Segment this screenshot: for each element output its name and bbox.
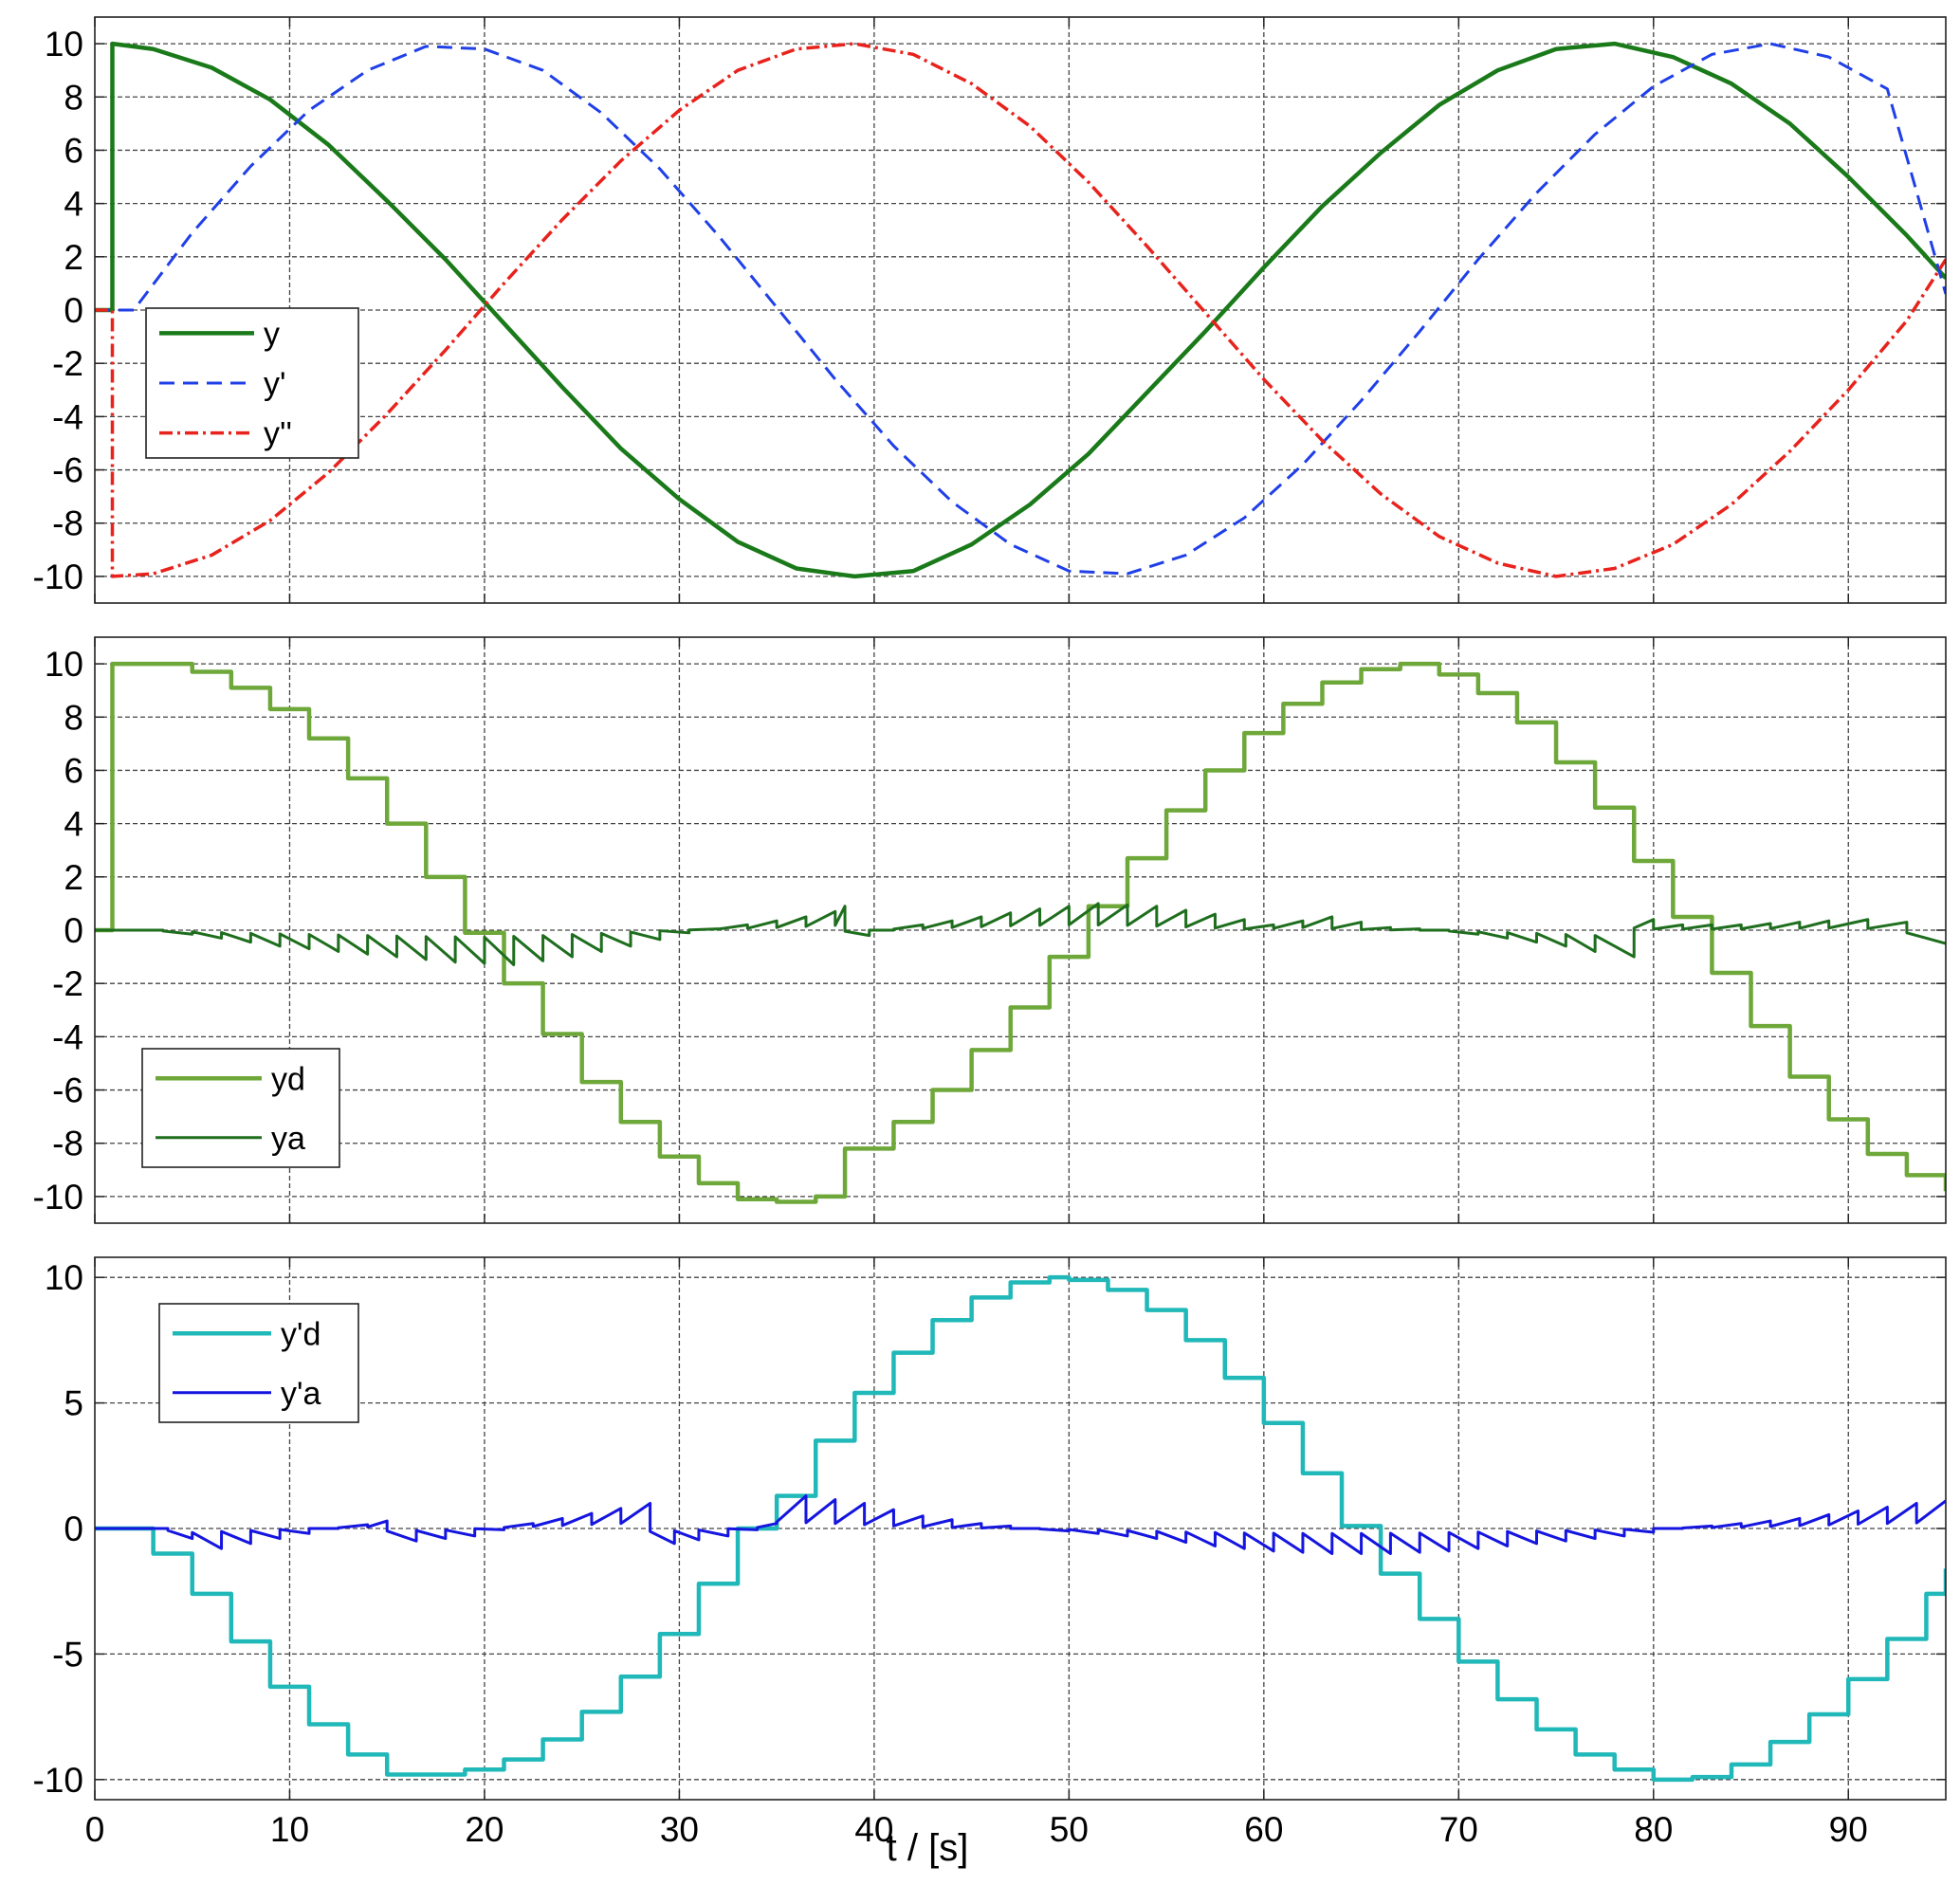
x-tick-label: 60 bbox=[1244, 1810, 1283, 1849]
x-tick-label: 90 bbox=[1829, 1810, 1868, 1849]
grid-lines bbox=[95, 17, 1946, 603]
y-tick-label: -2 bbox=[52, 344, 83, 383]
legend-label: y'd bbox=[281, 1316, 321, 1352]
y-tick-label: 4 bbox=[64, 185, 83, 224]
legend-label: yd bbox=[271, 1061, 305, 1097]
y-tick-label: 10 bbox=[45, 1258, 83, 1297]
series-group bbox=[95, 41, 1946, 579]
legend-box bbox=[141, 1048, 340, 1168]
x-tick-label: 40 bbox=[854, 1810, 893, 1849]
series-line-ypp bbox=[95, 42, 1946, 578]
y-tick-label: 10 bbox=[45, 25, 83, 64]
y-tick-label: 10 bbox=[45, 645, 83, 684]
x-axis-label: t / [s] bbox=[887, 1827, 969, 1869]
legend-label: y bbox=[264, 316, 280, 352]
legend: yd ya bbox=[141, 1048, 340, 1168]
y-tick-label: -10 bbox=[33, 1178, 83, 1217]
y-tick-label: 8 bbox=[64, 78, 83, 117]
panel-top: 10 8 6 4 2 0 -2 -4 -6 -8 -10 y y' y'' bbox=[33, 16, 1947, 604]
y-tick-label: 2 bbox=[64, 858, 83, 897]
y-tick-label: -8 bbox=[52, 1125, 83, 1163]
y-tick-label: 0 bbox=[64, 1510, 83, 1548]
x-tick-label: 0 bbox=[85, 1810, 105, 1849]
x-tick-label: 30 bbox=[660, 1810, 699, 1849]
y-tick-label: 6 bbox=[64, 751, 83, 790]
y-tick-label: -4 bbox=[52, 397, 83, 436]
plot-frame bbox=[94, 16, 1947, 604]
y-tick-label: -10 bbox=[33, 1761, 83, 1800]
y-tick-label: -2 bbox=[52, 964, 83, 1003]
legend-label: y'a bbox=[281, 1376, 321, 1412]
series-line-ypd bbox=[95, 1274, 1946, 1783]
series-group bbox=[95, 1274, 1946, 1783]
y-tick-label: -6 bbox=[52, 1071, 83, 1110]
x-tick-label: 10 bbox=[270, 1810, 309, 1849]
legend-label: y' bbox=[264, 366, 286, 402]
panel-middle: 10 8 6 4 2 0 -2 -4 -6 -8 -10 yd ya bbox=[33, 636, 1947, 1224]
x-tick-label: 70 bbox=[1439, 1810, 1478, 1849]
series-line-ypa bbox=[95, 1494, 1946, 1555]
y-tick-label: 0 bbox=[64, 911, 83, 950]
y-tick-label: 8 bbox=[64, 698, 83, 737]
y-tick-label: -5 bbox=[52, 1635, 83, 1674]
legend-label: ya bbox=[271, 1121, 305, 1157]
x-tick-label: 50 bbox=[1050, 1810, 1089, 1849]
legend: y'd y'a bbox=[158, 1303, 359, 1423]
x-tick-label: 20 bbox=[465, 1810, 504, 1849]
y-tick-label: -4 bbox=[52, 1017, 83, 1056]
y-tick-label: 6 bbox=[64, 131, 83, 170]
grid-lines bbox=[95, 637, 1946, 1223]
legend-label: y'' bbox=[264, 416, 292, 452]
legend-box bbox=[145, 307, 359, 459]
y-tick-label: -10 bbox=[33, 558, 83, 596]
y-tick-label: 2 bbox=[64, 238, 83, 277]
y-tick-label: -6 bbox=[52, 451, 83, 490]
y-tick-label: 4 bbox=[64, 805, 83, 844]
plot-frame bbox=[94, 1256, 1947, 1801]
y-tick-label: 0 bbox=[64, 291, 83, 330]
y-tick-label: -8 bbox=[52, 504, 83, 543]
legend: y y' y'' bbox=[145, 307, 359, 459]
legend-box bbox=[158, 1303, 359, 1423]
series-line-yd bbox=[95, 661, 1946, 1204]
series-line-yp bbox=[95, 42, 1946, 576]
series-line-y bbox=[95, 41, 1946, 579]
y-tick-label: 5 bbox=[64, 1384, 83, 1423]
plot-frame bbox=[94, 636, 1947, 1224]
x-tick-label: 80 bbox=[1634, 1810, 1673, 1849]
series-group bbox=[95, 661, 1946, 1204]
series-line-ya bbox=[95, 902, 1946, 967]
